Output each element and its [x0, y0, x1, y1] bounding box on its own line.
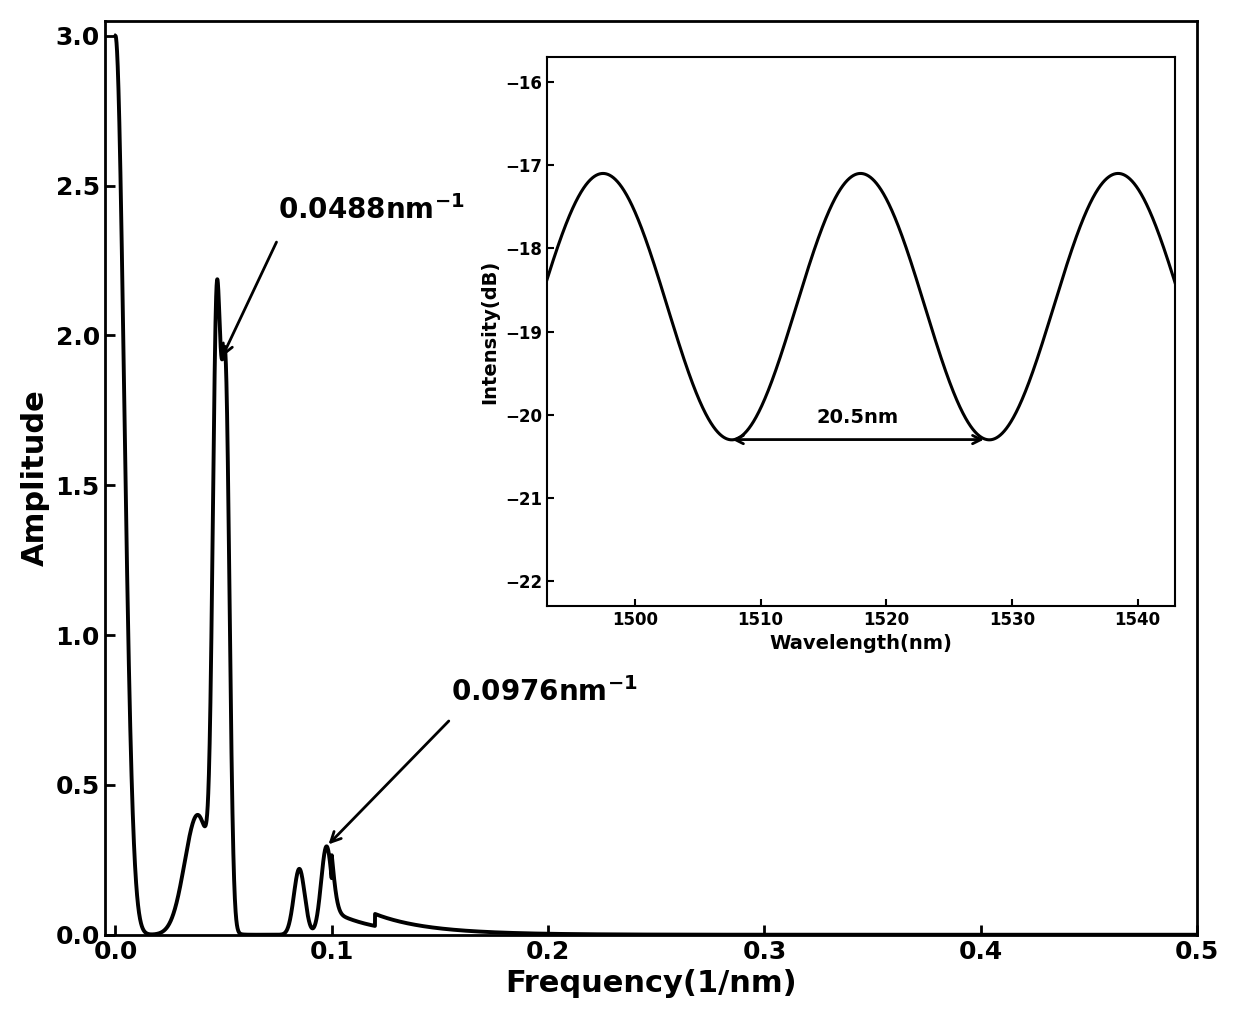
Text: $\mathbf{0.0488nm^{-1}}$: $\mathbf{0.0488nm^{-1}}$: [278, 195, 464, 224]
Text: $\mathbf{0.0976nm^{-1}}$: $\mathbf{0.0976nm^{-1}}$: [450, 677, 637, 707]
Y-axis label: Amplitude: Amplitude: [21, 389, 50, 567]
X-axis label: Frequency(1/nm): Frequency(1/nm): [505, 969, 796, 999]
